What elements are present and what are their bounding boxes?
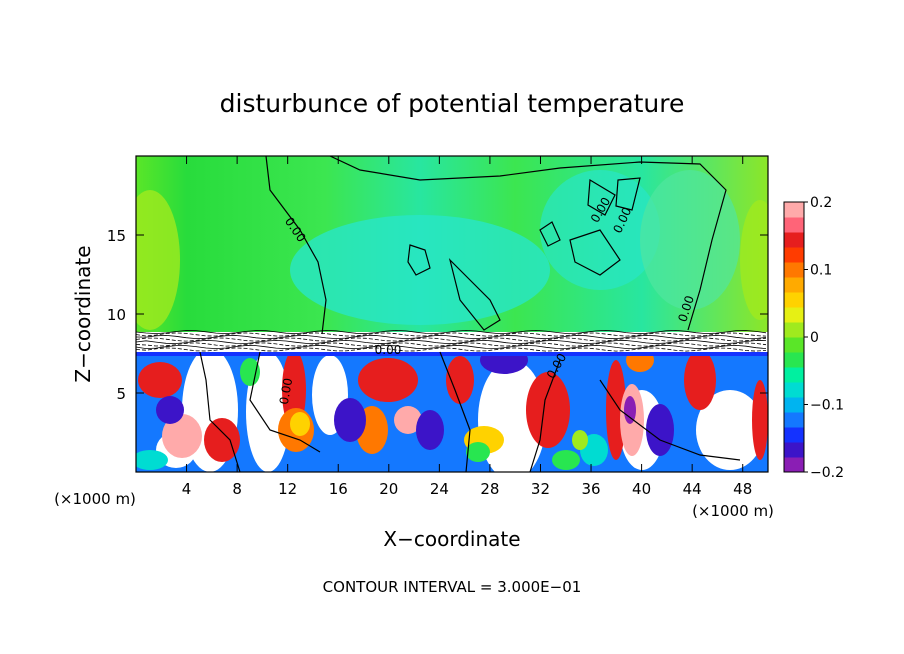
field-patch (684, 350, 716, 410)
colorbar: 0.2 0.1 0 −0.1 −0.2 (783, 195, 844, 481)
zero-contour (199, 351, 741, 472)
y-tick-label: 15 (107, 227, 126, 245)
chart-title: disturbunce of potential temperature (220, 89, 685, 118)
colorbar-swatch (784, 307, 804, 323)
x-tick-label: 48 (733, 480, 752, 498)
turbulent-field (136, 346, 768, 472)
field-patch (466, 442, 490, 462)
cyan-anomaly (290, 215, 550, 325)
x-axis: 4 8 12 16 20 24 28 32 36 40 44 48 (182, 156, 752, 498)
colorbar-swatch (784, 427, 804, 443)
contour-interval-note: CONTOUR INTERVAL = 3.000E−01 (323, 578, 582, 596)
colorbar-swatch (784, 382, 804, 398)
plot-area: 0.00 0.000.000.000.000.000.00 (136, 156, 768, 472)
field-patch (416, 410, 444, 450)
field-patch (246, 352, 290, 472)
zero-contour (329, 156, 727, 331)
y-tick-label: 5 (116, 385, 126, 403)
field-patch (204, 418, 240, 462)
x-unit-right: (×1000 m) (692, 502, 774, 520)
zero-contour (448, 258, 501, 331)
x-tick-label: 40 (632, 480, 651, 498)
x-tick-label: 16 (329, 480, 348, 498)
colorbar-swatch (784, 352, 804, 368)
y-tick-label: 10 (107, 306, 126, 324)
colorbar-swatch (784, 232, 804, 248)
field-patch (394, 406, 422, 434)
field-patch (136, 352, 768, 356)
field-patch (552, 450, 580, 470)
x-tick-label: 24 (430, 480, 449, 498)
x-tick-label: 44 (683, 480, 702, 498)
field-patch (334, 398, 366, 442)
colorbar-swatch (784, 262, 804, 278)
interface-contour (136, 342, 767, 347)
colorbar-swatch (784, 337, 804, 353)
interface-contour (136, 332, 767, 337)
field-patch (156, 396, 184, 424)
colorbar-swatch (784, 397, 804, 413)
yellow-anomaly (136, 190, 180, 330)
field-patch (606, 360, 626, 460)
contour-label: 0.00 (375, 343, 402, 357)
colorbar-swatch (784, 322, 804, 338)
field-patch (572, 430, 588, 450)
cyan-anomaly (640, 170, 740, 310)
interface-contours (136, 329, 767, 352)
interface-band (136, 332, 768, 352)
interface-contour (136, 334, 767, 340)
colorbar-swatch (784, 367, 804, 383)
x-tick-label: 12 (278, 480, 297, 498)
colorbar-tick-label: 0.1 (810, 263, 832, 279)
field-patch (358, 358, 418, 402)
y-axis-label: Z−coordinate (71, 245, 95, 382)
x-axis-label: X−coordinate (383, 527, 520, 551)
x-tick-label: 36 (581, 480, 600, 498)
x-unit-left: (×1000 m) (54, 490, 136, 508)
y-axis: 5 10 15 (107, 227, 768, 403)
colorbar-swatch (784, 292, 804, 308)
colorbar-swatch (784, 277, 804, 293)
colorbar-swatch (784, 202, 804, 218)
colorbar-swatch (784, 457, 804, 473)
colorbar-swatch (784, 247, 804, 263)
field-patch (624, 396, 636, 424)
colorbar-swatch (784, 217, 804, 233)
x-tick-label: 20 (379, 480, 398, 498)
colorbar-tick-label: 0 (810, 330, 819, 346)
field-patch (646, 404, 674, 456)
field-patch (446, 356, 474, 404)
interface-contour (136, 329, 767, 335)
field-patch (240, 358, 260, 386)
interface-contour (136, 337, 767, 342)
x-tick-label: 28 (480, 480, 499, 498)
field-patch (752, 380, 768, 460)
field-patch (162, 414, 202, 458)
interface-contour (136, 339, 767, 345)
x-tick-label: 32 (531, 480, 550, 498)
zero-contour (407, 221, 561, 276)
colorbar-tick-label: −0.1 (810, 398, 844, 414)
interface-contour (136, 347, 767, 352)
colorbar-swatch (784, 412, 804, 428)
zero-contour (265, 156, 327, 335)
zero-contour (569, 177, 641, 276)
colorbar-tick-label: −0.2 (810, 465, 844, 481)
yellow-anomaly (740, 200, 768, 320)
x-tick-label: 8 (232, 480, 242, 498)
colorbar-swatch (784, 442, 804, 458)
field-patch (138, 362, 182, 398)
field-patch (136, 450, 168, 470)
contour-label: 0.00 (277, 377, 295, 406)
x-tick-label: 4 (182, 480, 192, 498)
interface-contour (136, 344, 767, 350)
field-patch (696, 390, 764, 470)
colorbar-tick-label: 0.2 (810, 195, 832, 211)
field-patch (526, 372, 570, 448)
field-patch (290, 412, 310, 436)
